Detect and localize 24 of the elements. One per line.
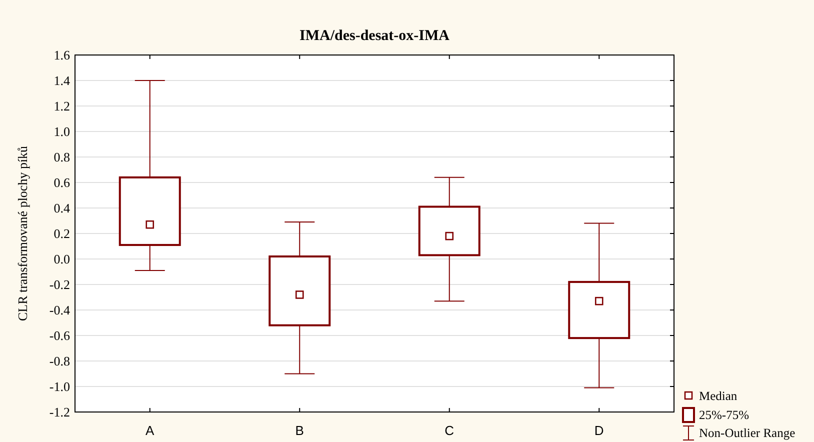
y-tick-label: 1.6 xyxy=(54,48,70,63)
chart-title: IMA/des-desat-ox-IMA xyxy=(300,28,450,44)
y-tick-label: 0.0 xyxy=(54,252,70,267)
y-tick-label: 0.6 xyxy=(54,175,70,190)
y-tick-label: -0.6 xyxy=(49,328,70,344)
y-tick-label: -0.4 xyxy=(49,302,70,318)
y-tick-label: -1.0 xyxy=(49,379,70,394)
x-tick-label: D xyxy=(594,423,604,438)
text: 25%-75% xyxy=(699,408,749,422)
y-tick-label: 1.4 xyxy=(54,73,70,88)
x-tick-label: A xyxy=(146,423,155,438)
y-tick-label: 1.0 xyxy=(54,124,70,140)
y-axis-title: CLR transformované plochy píků xyxy=(15,145,30,322)
y-tick-label: 0.4 xyxy=(54,200,70,216)
x-tick-label: C xyxy=(444,423,454,438)
y-tick-label: -0.8 xyxy=(49,354,70,369)
text: Median xyxy=(699,389,738,403)
y-tick-label: -1.2 xyxy=(49,404,70,420)
text: Non-Outlier Range xyxy=(699,426,796,440)
y-tick-label: 1.2 xyxy=(54,98,70,114)
y-tick-label: 0.2 xyxy=(54,226,70,242)
y-tick-label: -0.2 xyxy=(49,277,70,292)
x-tick-label: B xyxy=(295,423,304,438)
y-tick-label: 0.8 xyxy=(54,150,70,165)
